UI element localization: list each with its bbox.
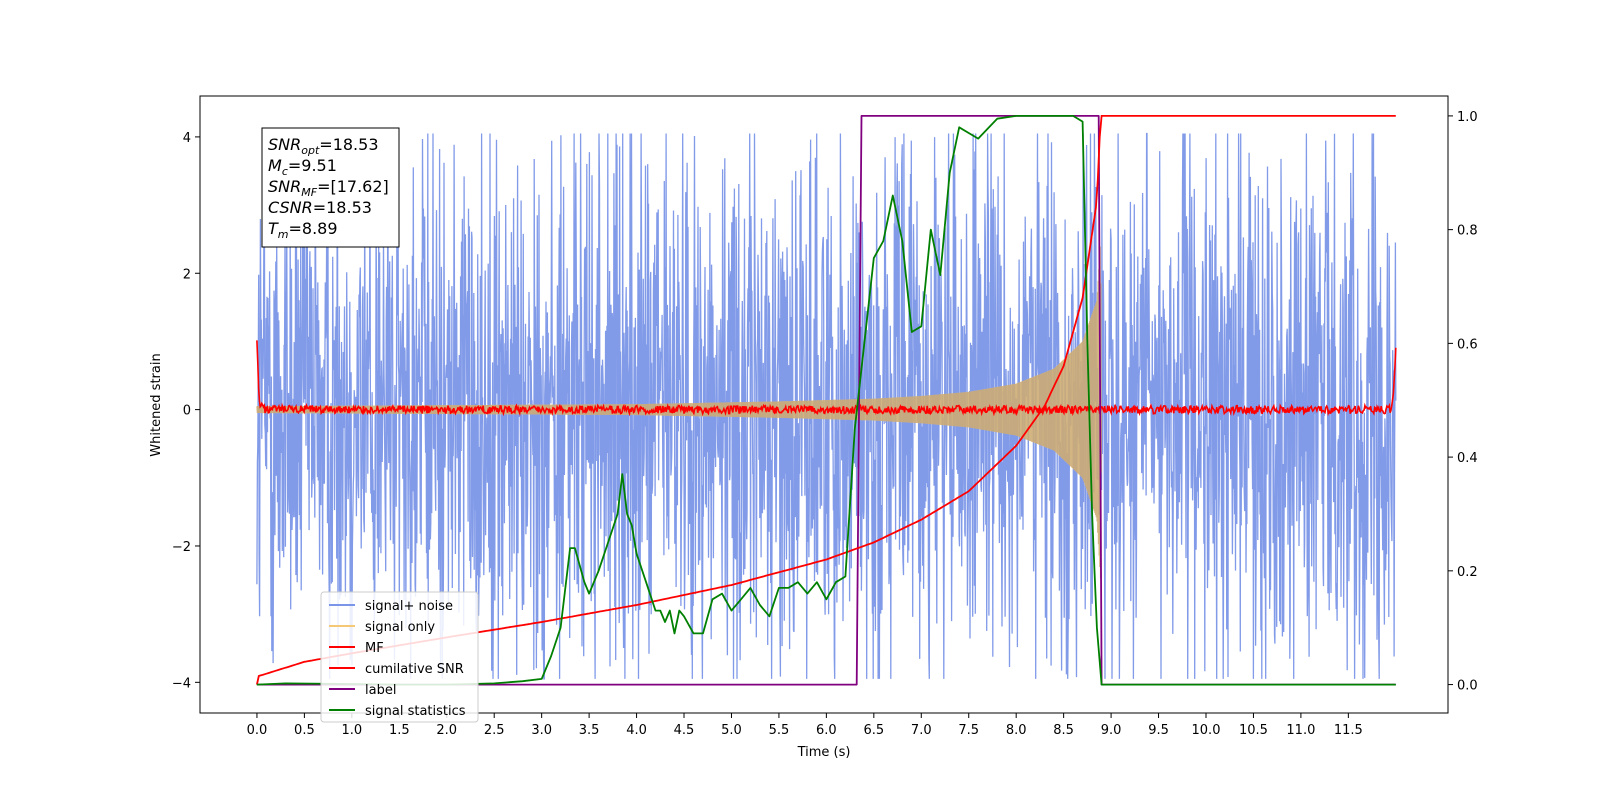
x-tick-label: 9.5 [1148, 723, 1169, 738]
x-tick-label: 11.0 [1286, 723, 1315, 738]
y-tick-label-right: 0.6 [1457, 337, 1478, 352]
annotation-line: Mc=9.51 [268, 156, 337, 178]
x-tick-label: 3.0 [531, 723, 552, 738]
series-mf [256, 340, 1397, 417]
annotation-line: SNRMF=[17.62] [268, 177, 389, 199]
x-tick-label: 7.0 [911, 723, 932, 738]
y-tick-label-right: 0.4 [1457, 451, 1478, 466]
x-tick-label: 4.5 [674, 723, 695, 738]
legend-entry: signal statistics [365, 704, 466, 719]
legend-entry: label [365, 683, 396, 698]
x-tick-label: 1.5 [389, 723, 410, 738]
x-tick-label: 0.5 [294, 723, 315, 738]
series-signal-plus-noise [256, 132, 1397, 680]
x-axis-label: Time (s) [797, 745, 851, 760]
y-tick-label-right: 0.2 [1457, 565, 1478, 580]
legend-entry: signal+ noise [365, 599, 453, 614]
x-tick-label: 5.5 [769, 723, 790, 738]
y-tick-label-left: −4 [172, 676, 191, 691]
legend: signal+ noise signal only MF cumilative SNR… [320, 591, 479, 723]
x-tick-label: 2.0 [436, 723, 457, 738]
series-signal-statistics [256, 115, 1396, 686]
x-tick-label: 1.0 [342, 723, 363, 738]
legend-entry: MF [365, 641, 384, 656]
y-tick-label-left: 4 [183, 131, 191, 146]
x-tick-label: 6.5 [863, 723, 884, 738]
annotation-line: Tm=8.89 [268, 219, 338, 241]
x-tick-label: 0.0 [247, 723, 268, 738]
x-tick-label: 10.0 [1192, 723, 1221, 738]
y-tick-label-right: 0.8 [1457, 224, 1478, 239]
legend-entry: cumilative SNR [365, 662, 464, 677]
plot-frame [199, 95, 1449, 714]
x-tick-label: 5.0 [721, 723, 742, 738]
x-tick-label: 4.0 [626, 723, 647, 738]
x-tick-label: 8.0 [1006, 723, 1027, 738]
x-tick-label: 6.0 [816, 723, 837, 738]
x-tick-label: 8.5 [1053, 723, 1074, 738]
annotation-box [261, 127, 400, 248]
annotation-line: CSNR=18.53 [268, 198, 372, 217]
y-tick-label-left: 0 [183, 404, 191, 419]
x-tick-label: 10.5 [1239, 723, 1268, 738]
series-signal-only-overlap [256, 246, 1103, 579]
x-tick-label: 3.5 [579, 723, 600, 738]
y-tick-label-right: 1.0 [1457, 110, 1478, 125]
legend-box [320, 591, 479, 723]
annotation-line: SNRopt=18.53 [268, 135, 379, 157]
x-tick-label: 11.5 [1334, 723, 1363, 738]
y-tick-label-right: 0.0 [1457, 679, 1478, 694]
x-tick-label: 2.5 [484, 723, 505, 738]
x-tick-label: 9.0 [1101, 723, 1122, 738]
axes-layer: 0.0 0.5 1.0 1.5 2.0 2.5 3.0 3.5 4.0 4.5 5.0 5.5 6.0 6… [172, 110, 1478, 738]
legend-entry: signal only [365, 620, 435, 635]
stats-annotation: SNRopt=18.53Mc=9.51SNRMF=[17.62]CSNR=18.… [261, 127, 400, 248]
y-tick-label-left: −2 [172, 540, 191, 555]
x-tick-label: 7.5 [958, 723, 979, 738]
y-tick-label-left: 2 [183, 267, 191, 282]
y-axis-label: Whitened strain [149, 353, 164, 456]
